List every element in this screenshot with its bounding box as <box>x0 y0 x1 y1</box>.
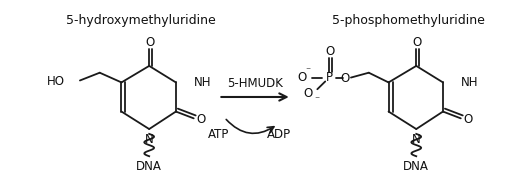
Text: 5-HMUDK: 5-HMUDK <box>227 77 283 90</box>
Text: O: O <box>412 36 422 49</box>
Text: ⁻: ⁻ <box>315 95 320 105</box>
Text: O: O <box>304 87 313 100</box>
Text: O: O <box>298 71 307 84</box>
Text: O: O <box>326 45 335 58</box>
Text: ADP: ADP <box>267 128 291 141</box>
FancyArrowPatch shape <box>226 119 274 133</box>
Text: ⁻: ⁻ <box>305 66 310 76</box>
Text: NH: NH <box>194 76 211 89</box>
Text: P: P <box>326 71 333 84</box>
Text: N: N <box>145 133 153 146</box>
Text: ATP: ATP <box>208 128 229 141</box>
Text: 5-phosphomethyluridine: 5-phosphomethyluridine <box>332 14 485 27</box>
Text: HO: HO <box>47 75 65 88</box>
Text: O: O <box>196 113 205 126</box>
Text: O: O <box>146 36 155 49</box>
Text: N: N <box>412 133 421 146</box>
Text: O: O <box>341 72 350 85</box>
Text: NH: NH <box>461 76 478 89</box>
Text: 5-hydroxymethyluridine: 5-hydroxymethyluridine <box>66 14 216 27</box>
Text: DNA: DNA <box>403 160 429 174</box>
Text: DNA: DNA <box>136 160 162 174</box>
Text: O: O <box>463 113 472 126</box>
